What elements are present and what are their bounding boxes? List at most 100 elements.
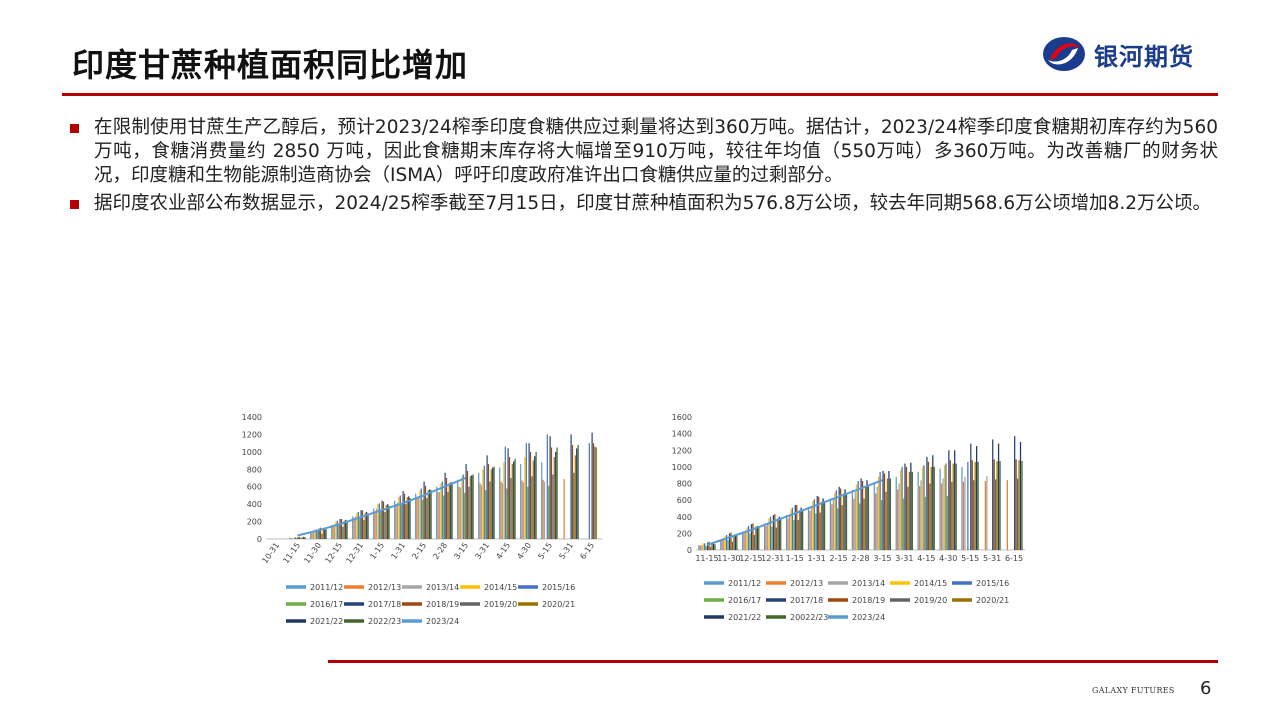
bar-2014-15-2-28 (856, 484, 858, 550)
bar-2015-16-4-15 (504, 446, 506, 539)
bar-2021-22-2-15 (844, 489, 846, 550)
bullet-text: 在限制使用甘蔗生产乙醇后，预计2023/24榨季印度食糖供应过剩量将达到360万… (94, 117, 1218, 186)
bar-2022-23-3-15 (472, 474, 474, 539)
bar-2015-16-2-28 (441, 481, 443, 539)
x-tick-label: 2-15 (410, 541, 428, 561)
bar-2018-19-1-15 (382, 501, 385, 539)
bar-2015-16-4-30 (525, 443, 527, 539)
bar-2015-16-11-15 (294, 537, 296, 539)
bar-20022-23-1-15 (802, 510, 804, 550)
bar-2013-14-3-15 (876, 486, 878, 550)
bar-20022-23-12-31 (780, 519, 782, 550)
x-tick-label: 1-15 (786, 554, 804, 563)
bar-20022-23-12-15 (758, 527, 760, 550)
page-title: 印度甘蔗种植面积同比增加 (72, 46, 469, 84)
bar-2018-19-2-15 (840, 488, 842, 550)
bar-2019-20-12-15 (753, 535, 756, 550)
bar-2017-18-1-15 (794, 505, 796, 550)
bar-2016-17-12-31 (771, 526, 773, 550)
x-tick-label: 4-30 (515, 541, 533, 561)
y-tick-label: 1000 (672, 463, 692, 472)
y-tick-label: 400 (677, 513, 692, 522)
bar-2011-12-12-15 (331, 525, 333, 539)
legend-label: 2011/12 (310, 583, 343, 592)
bar-2014-15-4-15 (921, 466, 924, 550)
bar-2019-20-2-15 (841, 505, 843, 550)
bar-2017-18-2-28 (444, 472, 446, 539)
legend-label: 2023/24 (426, 617, 459, 626)
bar-2014-15-3-15 (461, 476, 463, 539)
bar-2015-16-5-15 (546, 434, 548, 539)
bar-2022-23-2-15 (430, 490, 432, 539)
bar-2015-16-12-15 (336, 520, 338, 539)
bar-2012-13-5-31 (563, 478, 565, 539)
bar-2013-14-1-31 (396, 502, 399, 539)
legend-label: 2015/16 (976, 579, 1009, 588)
bar-2018-19-12-15 (340, 518, 343, 539)
bar-2022-23-5-31 (577, 444, 579, 539)
x-tick-label: 11-30 (717, 554, 740, 563)
x-tick-label: 6-15 (1005, 554, 1023, 563)
bar-2014-15-12-15 (335, 521, 337, 539)
bar-2020-21-4-15 (511, 464, 513, 539)
bar-2021-22-1-15 (387, 504, 389, 539)
bar-2012-13-11-15 (699, 545, 701, 550)
bar-2017-18-1-31 (816, 495, 818, 550)
x-tick-label: 5-31 (557, 541, 575, 561)
bar-20022-23-4-15 (933, 466, 935, 550)
x-tick-label: 12-15 (739, 554, 762, 563)
bar-2020-21-4-30 (532, 460, 534, 539)
bar-2017-18-12-15 (339, 518, 341, 539)
bar-2014-15-2-15 (834, 492, 836, 550)
bar-2019-20-12-31 (363, 519, 365, 539)
bar-2017-18-12-15 (750, 524, 753, 550)
bar-2017-18-3-15 (465, 464, 467, 539)
bar-2022-23-12-15 (346, 521, 348, 539)
bar-2013-14-4-30 (522, 482, 525, 539)
bar-2012-13-2-28 (853, 498, 855, 550)
x-tick-label: 4-15 (494, 541, 512, 561)
bar-2014-15-1-15 (790, 509, 792, 550)
bar-2018-19-4-15 (508, 457, 511, 539)
bar-2018-19-2-28 (861, 481, 864, 550)
bar-2021-22-4-30 (534, 456, 536, 539)
bar-2022-23-11-15 (304, 537, 306, 539)
legend-label: 2018/19 (426, 600, 459, 609)
x-tick-label: 10-31 (260, 541, 281, 565)
bar-2018-19-1-31 (818, 496, 820, 550)
bar-2012-13-12-15 (332, 525, 334, 539)
bar-2019-20-11-15 (709, 546, 712, 550)
bar-2011-12-12-31 (352, 516, 354, 539)
chart-left: 0 200 400 600 800 1000 1200 1400 10-31 11-15 11-30… (238, 405, 610, 635)
legend-label: 2012/13 (368, 583, 401, 592)
legend-label: 2012/13 (790, 579, 823, 588)
bar-2021-22-11-30 (734, 535, 737, 550)
bar-2013-14-2-28 (438, 491, 441, 539)
bar-2014-15-11-30 (314, 530, 316, 539)
bar-2021-22-2-28 (450, 482, 452, 539)
bar-2016-17-3-15 (880, 500, 883, 550)
bar-2021-22-5-31 (997, 443, 1000, 550)
x-tick-label: 12-31 (344, 541, 365, 565)
y-tick-label: 600 (677, 496, 692, 505)
bar-2019-20-3-31 (907, 486, 909, 550)
bar-2011-12-4-15 (499, 467, 501, 539)
bar-2018-19-12-31 (774, 514, 776, 550)
bar-2021-22-1-15 (800, 507, 802, 550)
bullet-square-icon (70, 124, 79, 133)
bar-2014-15-3-31 (899, 470, 902, 550)
y-tick-label: 1600 (672, 413, 692, 422)
bar-2019-20-4-30 (951, 481, 953, 550)
bar-2019-20-2-15 (426, 498, 428, 539)
bar-2015-16-3-15 (879, 471, 881, 550)
bar-2014-15-12-15 (746, 527, 748, 550)
bar-2011-12-12-31 (763, 524, 766, 550)
bar-2019-20-5-31 (995, 479, 997, 550)
bar-2015-16-1-31 (813, 499, 815, 550)
bar-2020-21-5-31 (996, 461, 998, 550)
bar-2019-20-1-31 (405, 504, 407, 539)
bar-2013-14-12-15 (333, 524, 336, 539)
bar-2015-16-2-15 (835, 490, 837, 550)
bar-2016-17-2-15 (837, 508, 839, 550)
bar-2021-22-11-15 (303, 536, 305, 539)
